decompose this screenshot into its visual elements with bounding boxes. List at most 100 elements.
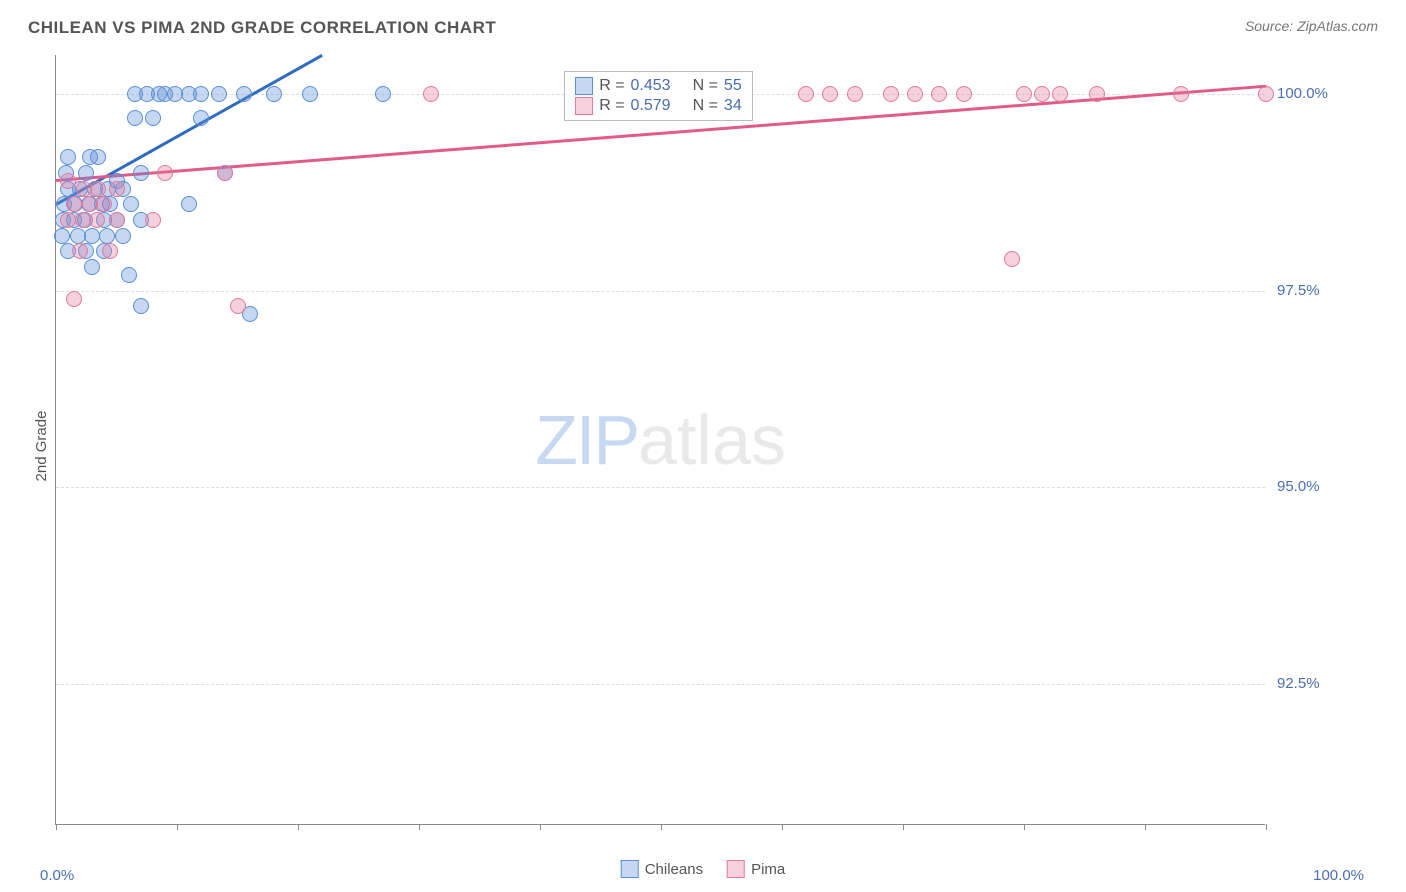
- legend-n-value: 55: [724, 77, 742, 95]
- y-tick-label: 97.5%: [1277, 282, 1320, 299]
- scatter-point: [302, 86, 318, 102]
- x-tick: [1145, 824, 1146, 830]
- scatter-point: [193, 86, 209, 102]
- scatter-point: [84, 259, 100, 275]
- legend-series-label: Pima: [751, 861, 785, 878]
- x-tick: [540, 824, 541, 830]
- scatter-point: [822, 86, 838, 102]
- scatter-point: [60, 149, 76, 165]
- legend-r-value: 0.453: [631, 77, 671, 95]
- legend-r-value: 0.579: [631, 97, 671, 115]
- source-prefix: Source:: [1245, 18, 1297, 34]
- x-tick: [177, 824, 178, 830]
- scatter-point: [211, 86, 227, 102]
- legend-series-label: Chileans: [645, 861, 703, 878]
- scatter-point: [847, 86, 863, 102]
- scatter-point: [96, 196, 112, 212]
- legend-swatch: [575, 77, 593, 95]
- scatter-point: [1034, 86, 1050, 102]
- scatter-point: [109, 181, 125, 197]
- scatter-point: [883, 86, 899, 102]
- scatter-point: [230, 298, 246, 314]
- x-tick: [419, 824, 420, 830]
- scatter-point: [90, 181, 106, 197]
- scatter-point: [931, 86, 947, 102]
- legend-n-label: N =: [693, 97, 718, 115]
- scatter-point: [123, 196, 139, 212]
- chart-header: CHILEAN VS PIMA 2ND GRADE CORRELATION CH…: [28, 18, 1378, 48]
- scatter-point: [133, 165, 149, 181]
- scatter-point: [956, 86, 972, 102]
- x-tick: [298, 824, 299, 830]
- scatter-point: [1258, 86, 1274, 102]
- scatter-point: [1052, 86, 1068, 102]
- scatter-point: [1173, 86, 1189, 102]
- watermark: ZIPatlas: [535, 400, 786, 480]
- gridline-h: [56, 291, 1265, 292]
- scatter-point: [193, 110, 209, 126]
- legend-bottom: Chileans Pima: [621, 860, 786, 878]
- legend-bottom-item: Chileans: [621, 860, 703, 878]
- legend-bottom-item: Pima: [727, 860, 785, 878]
- source-attribution: Source: ZipAtlas.com: [1245, 18, 1378, 34]
- scatter-point: [907, 86, 923, 102]
- scatter-point: [54, 228, 70, 244]
- scatter-point: [90, 149, 106, 165]
- scatter-point: [109, 212, 125, 228]
- plot-area: ZIPatlas R = 0.453 N = 55 R = 0.579 N = 34: [55, 55, 1265, 825]
- scatter-point: [60, 173, 76, 189]
- scatter-point: [66, 196, 82, 212]
- scatter-point: [157, 165, 173, 181]
- scatter-point: [66, 291, 82, 307]
- gridline-h: [56, 487, 1265, 488]
- legend-swatch: [621, 860, 639, 878]
- watermark-zip: ZIP: [535, 401, 638, 479]
- y-tick-label: 100.0%: [1277, 85, 1328, 102]
- x-tick: [782, 824, 783, 830]
- scatter-point: [99, 228, 115, 244]
- scatter-point: [127, 110, 143, 126]
- x-tick: [903, 824, 904, 830]
- legend-n-label: N =: [693, 77, 718, 95]
- scatter-point: [102, 243, 118, 259]
- scatter-point: [375, 86, 391, 102]
- y-axis-label: 2nd Grade: [33, 411, 50, 482]
- scatter-point: [1004, 251, 1020, 267]
- x-tick: [661, 824, 662, 830]
- x-tick: [1024, 824, 1025, 830]
- y-tick-label: 95.0%: [1277, 478, 1320, 495]
- x-axis-min-label: 0.0%: [40, 867, 74, 884]
- scatter-point: [217, 165, 233, 181]
- legend-swatch: [727, 860, 745, 878]
- y-tick-label: 92.5%: [1277, 675, 1320, 692]
- scatter-point: [181, 196, 197, 212]
- scatter-point: [266, 86, 282, 102]
- chart-title: CHILEAN VS PIMA 2ND GRADE CORRELATION CH…: [28, 18, 496, 37]
- x-tick: [56, 824, 57, 830]
- scatter-point: [1016, 86, 1032, 102]
- scatter-point: [115, 228, 131, 244]
- x-tick: [1266, 824, 1267, 830]
- legend-top-row: R = 0.579 N = 34: [575, 96, 742, 116]
- legend-n-value: 34: [724, 97, 742, 115]
- scatter-point: [145, 110, 161, 126]
- scatter-point: [89, 212, 105, 228]
- scatter-point: [145, 212, 161, 228]
- scatter-point: [133, 298, 149, 314]
- scatter-point: [78, 165, 94, 181]
- x-axis-max-label: 100.0%: [1313, 867, 1364, 884]
- legend-top: R = 0.453 N = 55 R = 0.579 N = 34: [564, 71, 753, 121]
- watermark-atlas: atlas: [638, 401, 786, 479]
- scatter-point: [121, 267, 137, 283]
- legend-top-row: R = 0.453 N = 55: [575, 76, 742, 96]
- scatter-point: [1089, 86, 1105, 102]
- source-name: ZipAtlas.com: [1297, 18, 1378, 34]
- scatter-point: [236, 86, 252, 102]
- scatter-point: [72, 243, 88, 259]
- legend-r-label: R =: [599, 97, 624, 115]
- legend-r-label: R =: [599, 77, 624, 95]
- gridline-h: [56, 684, 1265, 685]
- scatter-point: [423, 86, 439, 102]
- scatter-point: [798, 86, 814, 102]
- legend-swatch: [575, 97, 593, 115]
